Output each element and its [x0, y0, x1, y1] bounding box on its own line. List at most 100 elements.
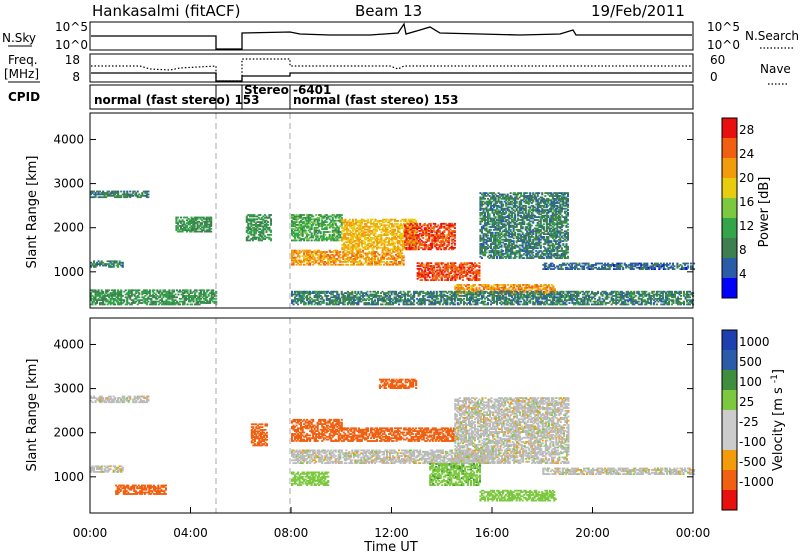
data-cell: [263, 219, 266, 222]
data-cell: [385, 234, 388, 236]
data-cell: [298, 216, 301, 219]
data-cell: [294, 256, 297, 259]
data-cell: [195, 219, 198, 222]
data-cell: [175, 229, 178, 232]
data-cell: [181, 227, 184, 230]
data-cell: [392, 231, 395, 234]
data-cell: [505, 227, 508, 230]
data-cell: [369, 232, 372, 235]
data-cell: [467, 279, 470, 281]
data-cell: [437, 272, 440, 274]
data-cell: [505, 210, 508, 213]
data-cell: [404, 225, 407, 228]
data-cell: [480, 227, 483, 230]
data-cell: [310, 258, 313, 260]
data-cell: [310, 215, 313, 218]
data-cell: [502, 193, 505, 196]
data-cell: [505, 248, 508, 251]
data-cell: [213, 295, 216, 297]
data-cell: [309, 258, 312, 260]
data-cell: [439, 262, 442, 265]
data-cell: [318, 222, 321, 225]
data-cell: [380, 246, 383, 249]
data-cell: [506, 195, 509, 197]
data-cell: [204, 223, 207, 226]
data-cell: [405, 232, 408, 235]
data-cell: [121, 299, 124, 302]
data-cell: [488, 226, 491, 228]
data-cell: [385, 238, 388, 241]
data-cell: [115, 192, 118, 194]
data-cell: [330, 261, 333, 263]
data-cell: [365, 245, 368, 248]
data-cell: [265, 231, 268, 233]
data-cell: [315, 228, 318, 230]
data-cell: [94, 296, 97, 299]
data-cell: [138, 302, 141, 304]
data-cell: [175, 225, 178, 227]
data-cell: [500, 244, 503, 247]
data-cell: [479, 220, 482, 223]
data-cell: [512, 209, 515, 211]
data-cell: [517, 223, 520, 226]
data-cell: [315, 238, 318, 240]
data-cell: [484, 207, 487, 210]
power-data-layer: [90, 190, 696, 306]
data-cell: [324, 215, 327, 218]
data-cell: [431, 275, 434, 277]
data-cell: [494, 233, 497, 235]
data-cell: [446, 234, 449, 236]
data-cell: [342, 232, 345, 235]
data-cell: [512, 240, 515, 242]
data-cell: [404, 231, 407, 234]
data-cell: [319, 222, 322, 225]
data-cell: [159, 293, 162, 296]
data-cell: [313, 259, 316, 262]
data-cell: [106, 190, 109, 193]
data-cell: [297, 233, 300, 236]
data-cell: [93, 260, 96, 263]
data-cell: [383, 244, 386, 246]
data-cell: [330, 224, 333, 226]
data-cell: [135, 296, 138, 299]
data-cell: [401, 237, 404, 239]
data-cell: [328, 238, 331, 240]
data-cell: [251, 219, 254, 222]
data-cell: [142, 190, 145, 193]
data-cell: [342, 253, 345, 256]
data-cell: [313, 251, 316, 253]
data-cell: [106, 293, 109, 296]
data-cell: [443, 263, 446, 266]
data-cell: [508, 228, 511, 231]
data-cell: [117, 190, 120, 193]
data-cell: [487, 221, 490, 224]
data-cell: [383, 234, 386, 236]
data-cell: [464, 275, 467, 277]
data-cell: [478, 275, 481, 277]
data-cell: [208, 219, 211, 222]
data-cell: [300, 225, 303, 228]
data-cell: [388, 221, 391, 224]
data-cell: [342, 234, 345, 236]
data-cell: [153, 302, 156, 304]
data-cell: [441, 244, 444, 246]
data-cell: [375, 246, 378, 249]
data-cell: [392, 235, 395, 238]
data-cell: [191, 295, 194, 297]
data-cell: [392, 241, 395, 244]
data-cell: [123, 290, 126, 293]
data-cell: [493, 214, 496, 217]
data-cell: [363, 246, 366, 249]
data-cell: [108, 296, 111, 299]
data-cell: [195, 229, 198, 232]
data-cell: [485, 236, 488, 238]
data-cell: [124, 293, 127, 296]
data-cell: [154, 293, 157, 296]
data-cell: [295, 229, 298, 232]
data-cell: [325, 214, 328, 216]
data-cell: [91, 263, 94, 265]
data-cell: [357, 261, 360, 263]
data-cell: [312, 224, 315, 226]
data-cell: [515, 240, 518, 242]
data-cell: [353, 246, 356, 249]
